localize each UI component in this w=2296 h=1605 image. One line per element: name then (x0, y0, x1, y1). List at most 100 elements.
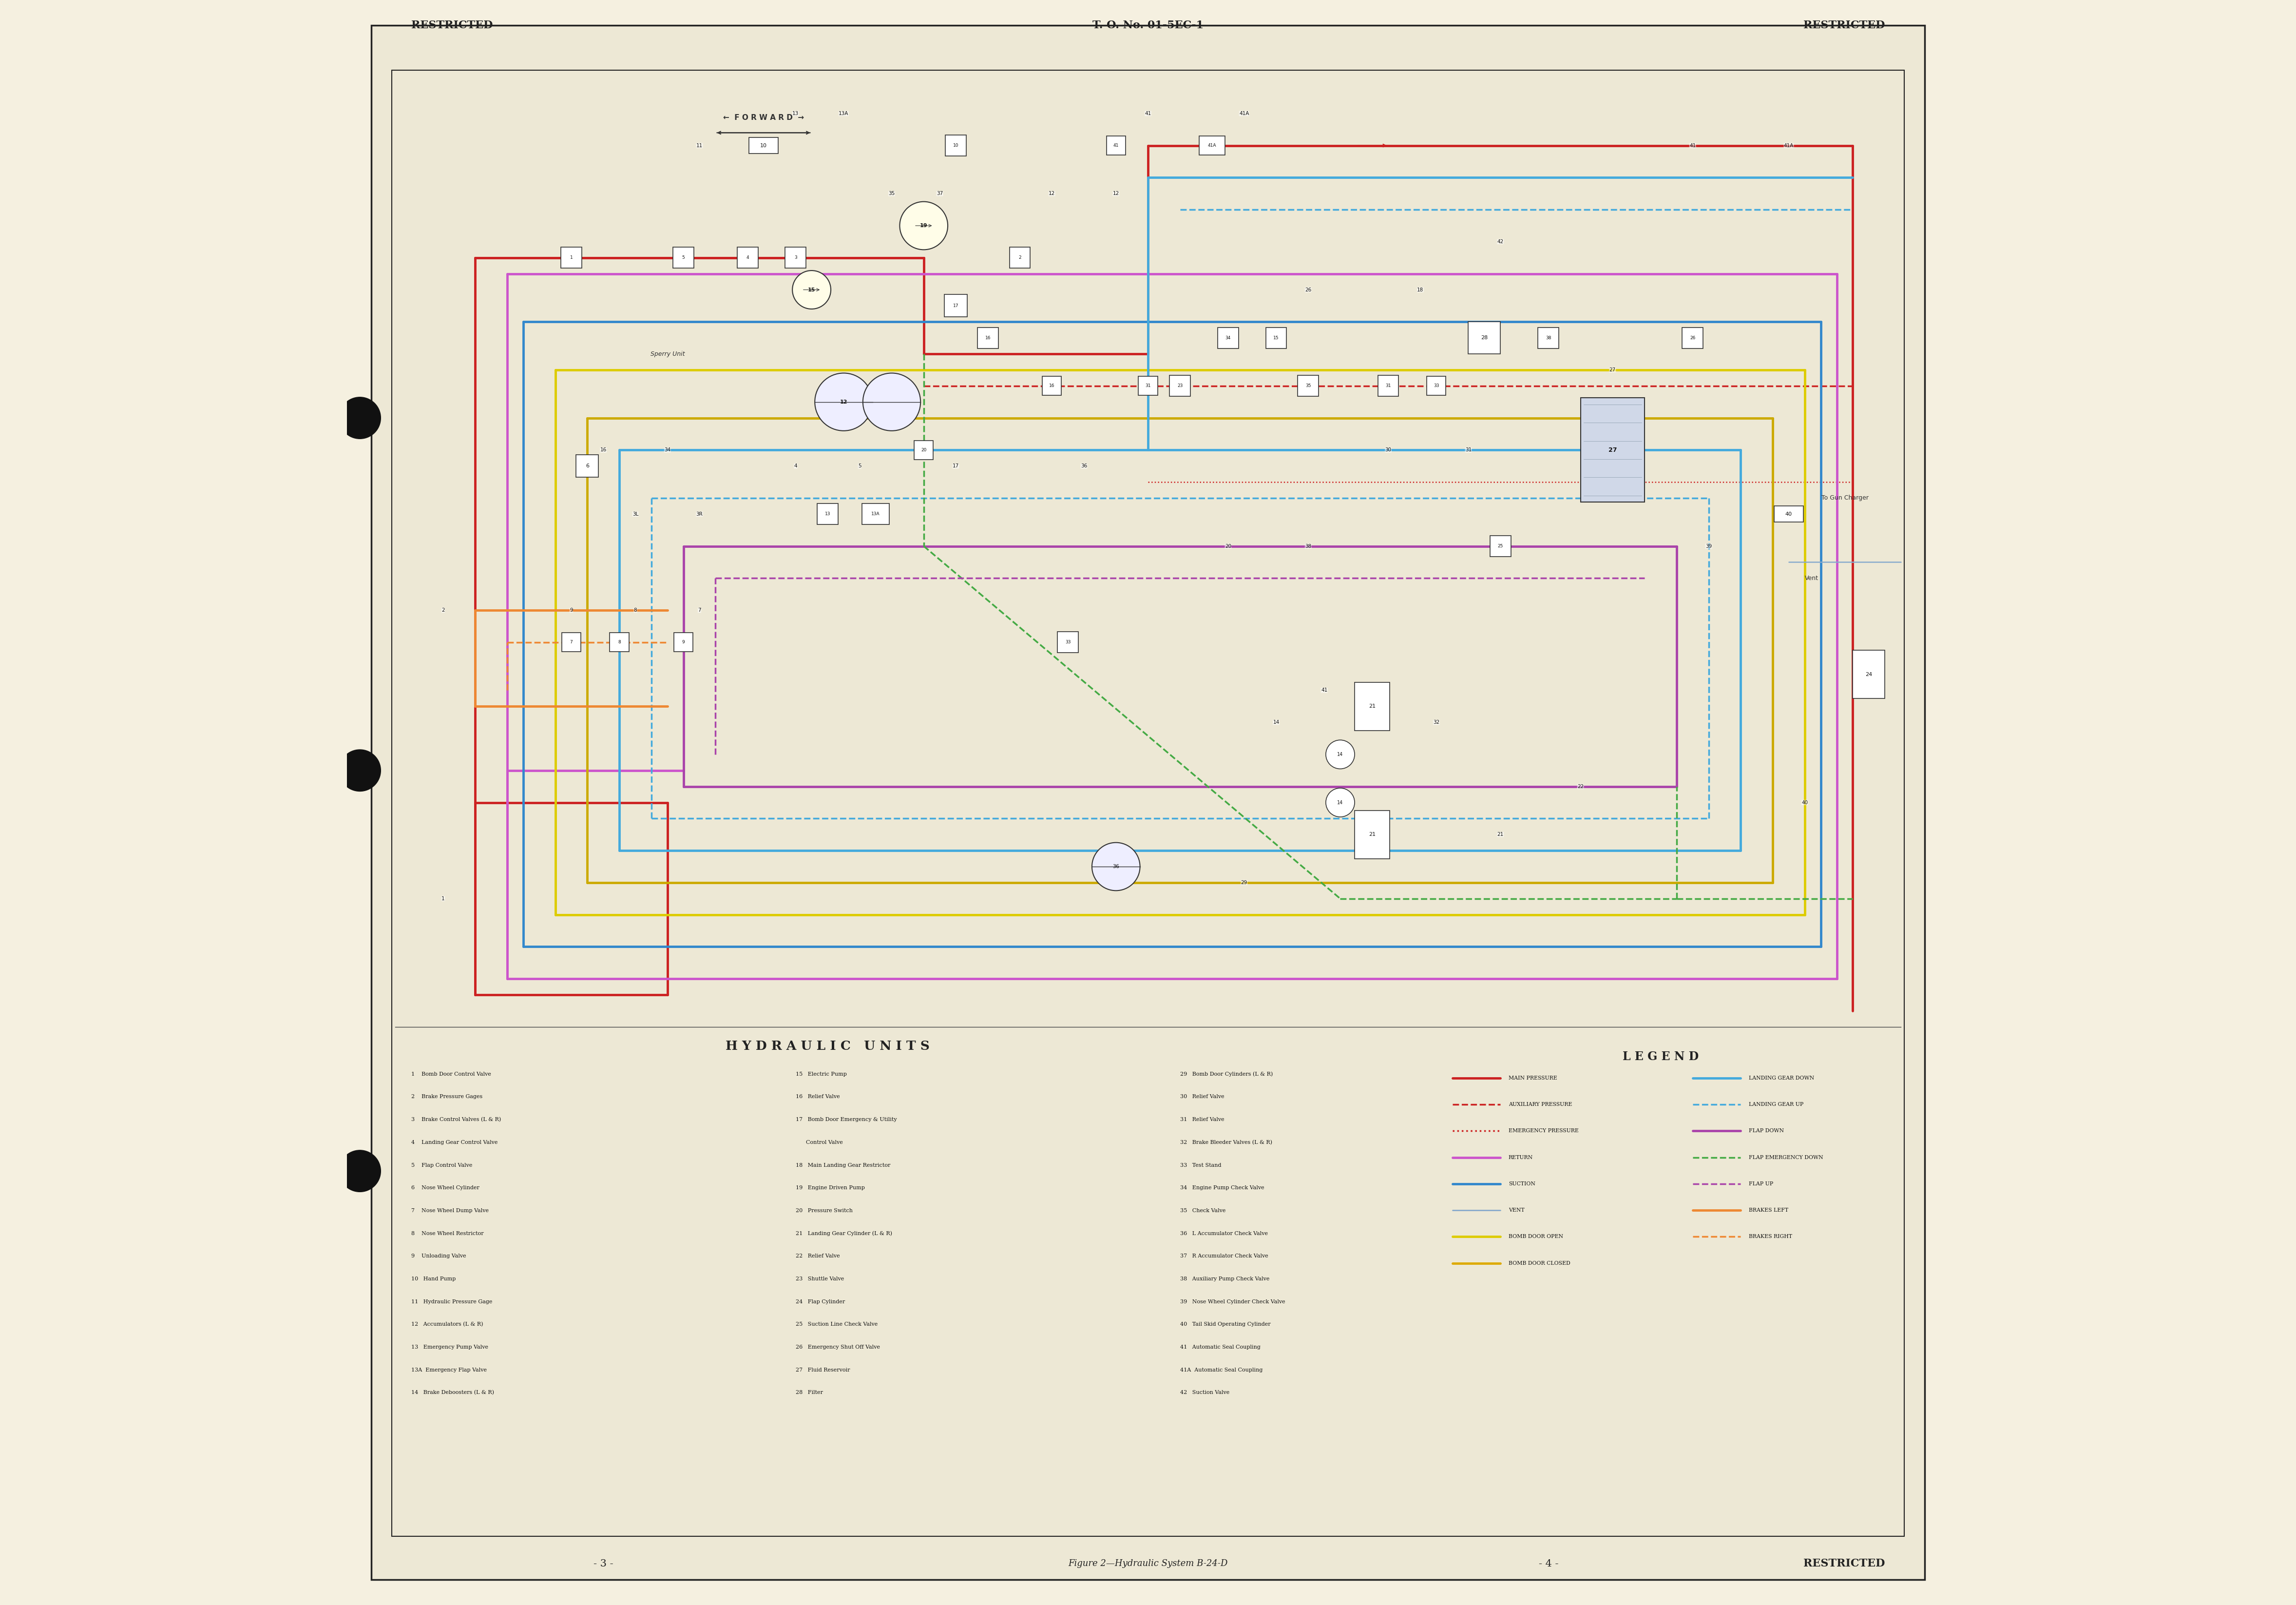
Text: 16: 16 (599, 448, 606, 453)
Text: 14: 14 (1272, 721, 1279, 725)
Text: 33   Test Stand: 33 Test Stand (1180, 1162, 1221, 1167)
Text: 35   Check Valve: 35 Check Valve (1180, 1209, 1226, 1213)
Text: 1: 1 (441, 896, 445, 900)
Text: 39   Nose Wheel Cylinder Check Valve: 39 Nose Wheel Cylinder Check Valve (1180, 1298, 1286, 1305)
Bar (1775, 506, 1802, 522)
Text: - 4 -: - 4 - (1538, 1558, 1559, 1568)
Text: RESTRICTED: RESTRICTED (411, 19, 494, 30)
Text: 23   Shuttle Valve: 23 Shuttle Valve (797, 1276, 845, 1281)
Text: 20   Pressure Switch: 20 Pressure Switch (797, 1209, 852, 1213)
Text: 17   Bomb Door Emergency & Utility: 17 Bomb Door Emergency & Utility (797, 1117, 898, 1122)
Text: 1: 1 (569, 255, 572, 260)
Text: To Gun Charger: To Gun Charger (1821, 494, 1869, 501)
Text: - 3 -: - 3 - (592, 1558, 613, 1568)
Text: 1    Bomb Door Control Valve: 1 Bomb Door Control Valve (411, 1072, 491, 1077)
Text: 26: 26 (1690, 335, 1694, 340)
Bar (914, 440, 934, 459)
Circle shape (863, 372, 921, 430)
Text: RETURN: RETURN (1508, 1156, 1534, 1160)
Bar (1538, 327, 1559, 348)
Bar (946, 135, 967, 156)
Text: 3R: 3R (696, 512, 703, 517)
Text: 8: 8 (618, 640, 620, 645)
Text: 16   Relief Valve: 16 Relief Valve (797, 1095, 840, 1099)
Text: 8: 8 (634, 608, 636, 613)
Text: 8    Nose Wheel Restrictor: 8 Nose Wheel Restrictor (411, 1231, 484, 1236)
Bar (1683, 327, 1704, 348)
Text: 31: 31 (1146, 384, 1150, 388)
Text: AUXILIARY PRESSURE: AUXILIARY PRESSURE (1508, 1103, 1573, 1107)
Circle shape (340, 1151, 381, 1193)
Bar (1426, 376, 1446, 395)
Text: 42: 42 (1497, 239, 1504, 244)
Bar (861, 504, 889, 525)
Text: Sperry Unit: Sperry Unit (650, 350, 684, 356)
Text: 18   Main Landing Gear Restrictor: 18 Main Landing Gear Restrictor (797, 1162, 891, 1167)
Text: 20: 20 (921, 448, 928, 453)
Text: SUCTION: SUCTION (1508, 1181, 1536, 1186)
Bar (1107, 136, 1125, 156)
Text: 19: 19 (921, 223, 928, 228)
Circle shape (1325, 788, 1355, 817)
Text: 17: 17 (953, 464, 960, 469)
Text: 9: 9 (569, 608, 574, 613)
Text: RESTRICTED: RESTRICTED (1802, 1558, 1885, 1570)
Bar (1853, 650, 1885, 698)
Text: BOMB DOOR OPEN: BOMB DOOR OPEN (1508, 1234, 1564, 1239)
Text: 9: 9 (682, 640, 684, 645)
Text: 28   Filter: 28 Filter (797, 1390, 822, 1395)
Text: 2    Brake Pressure Gages: 2 Brake Pressure Gages (411, 1095, 482, 1099)
Text: 9    Unloading Valve: 9 Unloading Valve (411, 1254, 466, 1258)
Text: 30: 30 (1384, 448, 1391, 453)
Text: 41A: 41A (1240, 111, 1249, 116)
Text: 16: 16 (985, 335, 990, 340)
Text: 12: 12 (1049, 191, 1056, 196)
Text: 38: 38 (1304, 544, 1311, 549)
Text: 5: 5 (682, 255, 684, 260)
Text: FLAP UP: FLAP UP (1750, 1181, 1773, 1186)
Text: 41   Automatic Seal Coupling: 41 Automatic Seal Coupling (1180, 1345, 1261, 1350)
Text: ←  F O R W A R D  →: ← F O R W A R D → (723, 114, 804, 122)
Text: 41: 41 (1114, 143, 1118, 148)
Bar (1265, 327, 1286, 348)
Circle shape (1325, 740, 1355, 769)
Text: 41: 41 (1690, 143, 1697, 148)
Bar (611, 632, 629, 652)
Bar (1139, 376, 1157, 395)
Text: 2: 2 (1019, 255, 1022, 260)
Bar (673, 632, 693, 652)
Bar (1199, 136, 1224, 156)
Bar (1469, 323, 1499, 353)
Text: 33: 33 (1065, 640, 1070, 645)
Text: BRAKES LEFT: BRAKES LEFT (1750, 1209, 1789, 1213)
Text: 10   Hand Pump: 10 Hand Pump (411, 1276, 455, 1281)
Bar (817, 504, 838, 525)
Text: 23: 23 (1178, 384, 1182, 388)
Text: 4: 4 (794, 464, 797, 469)
Text: 41A: 41A (1208, 143, 1217, 148)
Text: 36: 36 (1081, 464, 1086, 469)
Text: 31   Relief Valve: 31 Relief Valve (1180, 1117, 1224, 1122)
Bar (1355, 682, 1389, 730)
Text: 3    Brake Control Valves (L & R): 3 Brake Control Valves (L & R) (411, 1117, 501, 1122)
Text: VENT: VENT (1508, 1209, 1525, 1213)
Bar (673, 247, 693, 268)
Text: 21: 21 (1368, 705, 1375, 709)
Text: EMERGENCY PRESSURE: EMERGENCY PRESSURE (1508, 1128, 1580, 1133)
Text: 14: 14 (1336, 799, 1343, 806)
Text: 27: 27 (1609, 368, 1616, 372)
Text: 28: 28 (1481, 335, 1488, 340)
Text: 22: 22 (1577, 783, 1584, 790)
Text: 2: 2 (441, 608, 445, 613)
Text: 21: 21 (1368, 831, 1375, 836)
Bar (978, 327, 999, 348)
Text: BOMB DOOR CLOSED: BOMB DOOR CLOSED (1508, 1260, 1570, 1266)
Circle shape (340, 750, 381, 791)
Text: 17: 17 (953, 303, 957, 308)
Bar (1169, 376, 1189, 396)
Text: 7: 7 (569, 640, 572, 645)
Text: 32   Brake Bleeder Valves (L & R): 32 Brake Bleeder Valves (L & R) (1180, 1140, 1272, 1144)
Text: 27   Fluid Reservoir: 27 Fluid Reservoir (797, 1367, 850, 1372)
Text: 4    Landing Gear Control Valve: 4 Landing Gear Control Valve (411, 1140, 498, 1144)
Text: 36: 36 (1114, 863, 1120, 868)
